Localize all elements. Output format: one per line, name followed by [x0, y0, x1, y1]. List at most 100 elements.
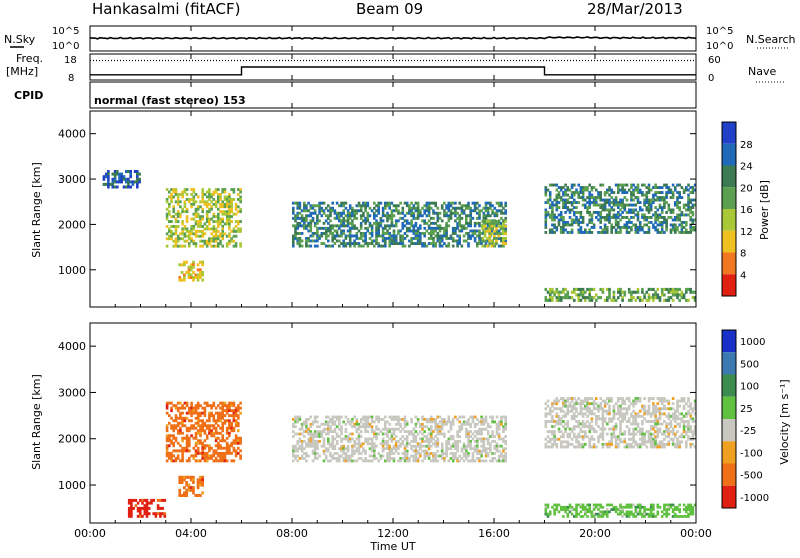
heatmap-cell [318, 237, 321, 240]
heatmap-cell [674, 425, 677, 428]
heatmap-cell [562, 231, 565, 234]
heatmap-cell [358, 202, 361, 205]
heatmap-cell [181, 439, 184, 442]
heatmap-cell [395, 435, 398, 438]
heatmap-cell [615, 511, 618, 514]
heatmap-cell [562, 216, 565, 219]
heatmap-cell [668, 412, 671, 415]
heatmap-cell [204, 223, 207, 226]
heatmap-cell [448, 460, 451, 463]
heatmap-cell [377, 212, 380, 215]
heatmap-cell [458, 235, 461, 238]
heatmap-cell [373, 450, 376, 453]
heatmap-cell [208, 427, 211, 430]
heatmap-cell [549, 412, 552, 415]
heatmap-cell [467, 202, 470, 205]
heatmap-cell [206, 213, 209, 216]
heatmap-cell [448, 442, 451, 445]
heatmap-cell [626, 412, 629, 415]
heatmap-cell [588, 407, 591, 410]
heatmap-cell [573, 397, 576, 400]
heatmap-cell [602, 438, 605, 441]
heatmap-cell [318, 219, 321, 222]
heatmap-cell [685, 443, 688, 446]
heatmap-cell [364, 232, 367, 235]
heatmap-cell [476, 440, 479, 443]
heatmap-cell [441, 442, 444, 445]
heatmap-cell [678, 184, 681, 187]
heatmap-cell [632, 435, 635, 438]
heatmap-cell [639, 224, 642, 227]
freq-label-2: [MHz] [6, 65, 38, 78]
heatmap-cell [469, 222, 472, 225]
heatmap-cell [197, 223, 200, 226]
heatmap-cell [360, 209, 363, 212]
cpid-value: normal (fast stereo) 153 [94, 94, 246, 107]
heatmap-cell [488, 240, 491, 243]
heatmap-cell [632, 211, 635, 214]
heatmap-cell [602, 407, 605, 410]
noise-right-label: N.Search [746, 33, 796, 46]
heatmap-cell [678, 209, 681, 212]
heatmap-cell [467, 455, 470, 458]
heatmap-cell [637, 211, 640, 214]
heatmap-cell [349, 245, 352, 248]
heatmap-cell [657, 511, 660, 514]
heatmap-cell [617, 296, 620, 299]
heatmap-cell [558, 201, 561, 204]
heatmap-cell [615, 506, 618, 509]
heatmap-cell [233, 429, 236, 432]
heatmap-cell [305, 204, 308, 207]
heatmap-cell [369, 214, 372, 217]
heatmap-cell [197, 447, 200, 450]
heatmap-cell [547, 515, 550, 518]
heatmap-cell [608, 291, 611, 294]
heatmap-cell [575, 508, 578, 511]
heatmap-cell [166, 447, 169, 450]
heatmap-cell [502, 225, 505, 228]
heatmap-cell [228, 200, 231, 203]
heatmap-cell [127, 170, 130, 173]
heatmap-cell [395, 240, 398, 243]
heatmap-cell [170, 439, 173, 442]
heatmap-cell [410, 209, 413, 212]
heatmap-cell [221, 188, 224, 191]
heatmap-cell [608, 293, 611, 296]
cpid-label: CPID [14, 89, 43, 102]
heatmap-cell [639, 189, 642, 192]
heatmap-cell [327, 204, 330, 207]
heatmap-cell [362, 447, 365, 450]
heatmap-cell [556, 446, 559, 449]
heatmap-cell [221, 459, 224, 462]
colorbar-tick-label: 28 [740, 140, 753, 151]
heatmap-cell [593, 508, 596, 511]
heatmap-cell [487, 440, 490, 443]
heatmap-cell [430, 428, 433, 431]
heatmap-cell [676, 291, 679, 294]
heatmap-cell [367, 219, 370, 222]
heatmap-cell [685, 402, 688, 405]
heatmap-cell [582, 515, 585, 518]
heatmap-cell [292, 209, 295, 212]
heatmap-cell [364, 428, 367, 431]
heatmap-cell [485, 217, 488, 220]
heatmap-cell [235, 213, 238, 216]
heatmap-cell [621, 508, 624, 511]
heatmap-cell [659, 506, 662, 509]
heatmap-cell [556, 506, 559, 509]
heatmap-cell [571, 438, 574, 441]
heatmap-cell [458, 440, 461, 443]
heatmap-cell [657, 433, 660, 436]
heatmap-cell [419, 442, 422, 445]
heatmap-cell [480, 209, 483, 212]
heatmap-cell [195, 409, 198, 412]
heatmap-cell [195, 427, 198, 430]
heatmap-cell [577, 513, 580, 516]
heatmap-cell [237, 414, 240, 417]
heatmap-cell [371, 232, 374, 235]
heatmap-cell [564, 288, 567, 291]
heatmap-cell [674, 231, 677, 234]
heatmap-cell [310, 245, 313, 248]
heatmap-cell [452, 237, 455, 240]
heatmap-cell [487, 433, 490, 436]
